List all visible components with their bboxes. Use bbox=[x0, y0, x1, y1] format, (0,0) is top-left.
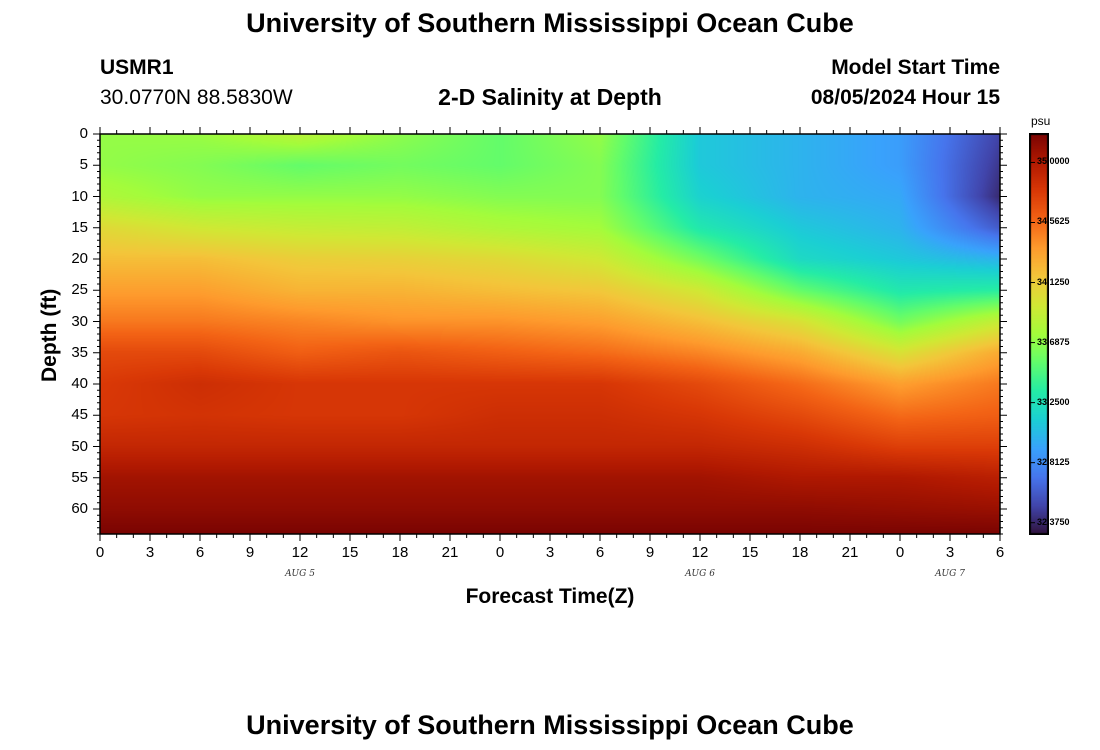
salinity-heatmap bbox=[100, 134, 1000, 534]
y-tick-label: 20 bbox=[71, 250, 88, 267]
y-tick-label: 50 bbox=[71, 437, 88, 455]
x-tick-label: 0 bbox=[95, 544, 105, 561]
x-tick-label: 15 bbox=[341, 544, 359, 561]
station-id: USMR1 bbox=[100, 56, 174, 79]
colorbar bbox=[1029, 133, 1049, 535]
y-axis-label: Depth (ft) bbox=[38, 288, 61, 382]
y-tick-label: 60 bbox=[71, 500, 88, 517]
x-tick-label: 6 bbox=[195, 544, 205, 561]
x-tick-label: 0 bbox=[895, 544, 905, 561]
colorbar-tick-label: 34.5625 bbox=[1037, 216, 1070, 227]
y-tick-label: 35 bbox=[71, 343, 88, 361]
x-tick-label: 18 bbox=[791, 544, 809, 561]
x-tick-label: 12 bbox=[691, 544, 709, 561]
day-label: AUG 7 bbox=[935, 569, 965, 579]
y-tick-label: 30 bbox=[71, 312, 88, 330]
y-tick-label: 55 bbox=[71, 468, 88, 486]
colorbar-tick-label: 33.2500 bbox=[1037, 396, 1070, 407]
x-tick-label: 3 bbox=[945, 544, 955, 561]
x-axis-label: Forecast Time(Z) bbox=[465, 585, 635, 608]
y-tick-label: 45 bbox=[71, 406, 88, 424]
y-tick-label: 25 bbox=[71, 281, 88, 299]
colorbar-tick-label: 35.0000 bbox=[1037, 156, 1070, 167]
y-tick-label: 15 bbox=[71, 218, 88, 236]
model-start-label: Model Start Time bbox=[831, 56, 1000, 79]
x-tick-label: 9 bbox=[645, 544, 655, 561]
chart-title: 2-D Salinity at Depth bbox=[438, 84, 662, 110]
x-tick-label: 21 bbox=[441, 544, 459, 561]
day-label: AUG 6 bbox=[685, 569, 715, 579]
x-tick-label: 15 bbox=[741, 544, 759, 561]
x-tick-label: 6 bbox=[995, 544, 1005, 561]
x-tick-label: 3 bbox=[545, 544, 555, 561]
colorbar-tick-label: 34.1250 bbox=[1037, 276, 1070, 287]
station-coords: 30.0770N 88.5830W bbox=[100, 86, 293, 109]
y-tick-label: 40 bbox=[71, 375, 88, 392]
x-tick-label: 0 bbox=[495, 544, 505, 561]
x-tick-label: 9 bbox=[245, 544, 255, 561]
x-tick-label: 6 bbox=[595, 544, 605, 561]
model-start-value: 08/05/2024 Hour 15 bbox=[810, 86, 1000, 109]
colorbar-tick-label: 33.6875 bbox=[1037, 336, 1070, 347]
page-title-bottom: University of Southern Mississippi Ocean… bbox=[246, 710, 854, 740]
y-tick-label: 10 bbox=[71, 187, 88, 205]
colorbar-tick-label: 32.8125 bbox=[1037, 456, 1070, 467]
page-title-top: University of Southern Mississippi Ocean… bbox=[246, 8, 854, 38]
day-label: AUG 5 bbox=[285, 569, 315, 579]
x-tick-label: 12 bbox=[291, 544, 309, 561]
y-tick-label: 0 bbox=[79, 125, 88, 142]
colorbar-tick-label: 32.3750 bbox=[1037, 516, 1070, 527]
x-tick-label: 3 bbox=[145, 544, 155, 561]
y-tick-label: 5 bbox=[79, 156, 88, 174]
x-tick-label: 21 bbox=[841, 544, 859, 561]
plot-frame bbox=[99, 133, 1001, 535]
x-tick-label: 18 bbox=[391, 544, 409, 561]
colorbar-unit: psu bbox=[1031, 114, 1051, 128]
